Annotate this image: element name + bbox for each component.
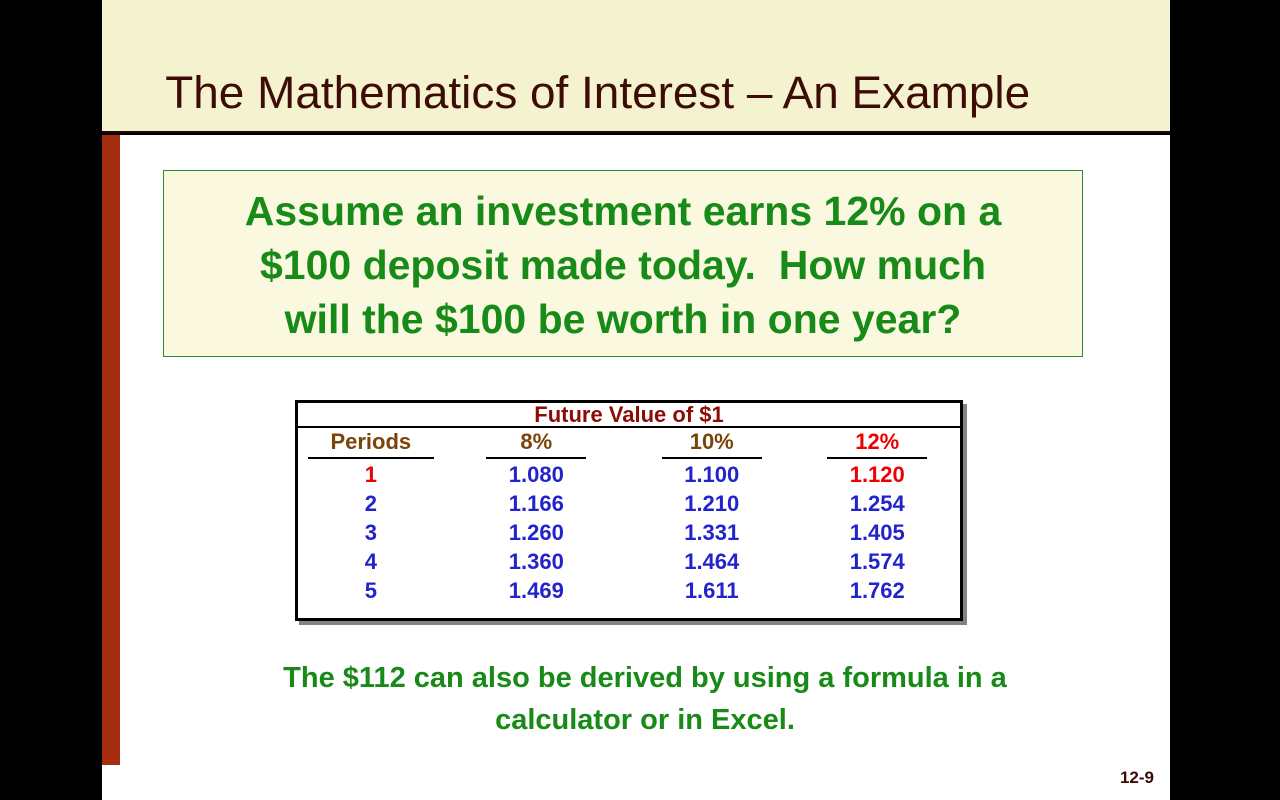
cell-12pct: 1.405 — [849, 519, 905, 545]
header-10pct: 10% — [629, 429, 795, 459]
cell-period: 4 — [364, 548, 377, 574]
slide-page-number: 12-9 — [1119, 768, 1154, 787]
table-title: Future Value of $1 — [298, 403, 960, 428]
cell-period: 2 — [364, 490, 377, 516]
cell-12pct: 1.120 — [849, 461, 905, 487]
cell-8pct: 1.166 — [508, 490, 564, 516]
cell-10pct: 1.611 — [684, 577, 739, 603]
cell-8pct: 1.360 — [508, 548, 564, 574]
table-header-row: Periods 8% 10% 12% — [298, 428, 960, 460]
cell-10pct: 1.464 — [684, 548, 740, 574]
table-row: 3 1.260 1.331 1.405 — [298, 518, 960, 547]
future-value-table: Future Value of $1 Periods 8% 10% 12% 1 … — [295, 400, 963, 621]
cell-8pct: 1.260 — [508, 519, 564, 545]
header-periods: Periods — [298, 429, 444, 459]
cell-12pct: 1.574 — [849, 548, 905, 574]
slide-title-band: The Mathematics of Interest – An Example — [102, 0, 1170, 133]
cell-10pct: 1.100 — [684, 461, 740, 487]
derivation-note-line: calculator or in Excel. — [495, 704, 795, 736]
header-12pct: 12% — [794, 429, 960, 459]
question-box: Assume an investment earns 12% on a $100… — [163, 170, 1083, 357]
cell-8pct: 1.080 — [508, 461, 564, 487]
left-accent-bar — [102, 135, 120, 765]
slide-title: The Mathematics of Interest – An Example — [165, 67, 1031, 118]
table-row: 2 1.166 1.210 1.254 — [298, 489, 960, 518]
cell-period: 1 — [364, 461, 377, 487]
cell-10pct: 1.210 — [684, 490, 740, 516]
table-row: 5 1.469 1.611 1.762 — [298, 576, 960, 605]
derivation-note-line: The $112 can also be derived by using a … — [283, 662, 1007, 694]
question-line: will the $100 be worth in one year? — [284, 295, 962, 342]
cell-12pct: 1.254 — [849, 490, 905, 516]
question-line: $100 deposit made today. How much — [259, 241, 987, 288]
question-line: Assume an investment earns 12% on a — [244, 187, 1002, 234]
cell-10pct: 1.331 — [684, 519, 740, 545]
header-8pct: 8% — [444, 429, 629, 459]
derivation-note: The $112 can also be derived by using a … — [120, 657, 1170, 741]
cell-8pct: 1.469 — [508, 577, 564, 603]
table-row: 1 1.080 1.100 1.120 — [298, 460, 960, 489]
cell-12pct: 1.762 — [849, 577, 905, 603]
cell-period: 5 — [364, 577, 377, 603]
table-row: 4 1.360 1.464 1.574 — [298, 547, 960, 576]
cell-period: 3 — [364, 519, 377, 545]
